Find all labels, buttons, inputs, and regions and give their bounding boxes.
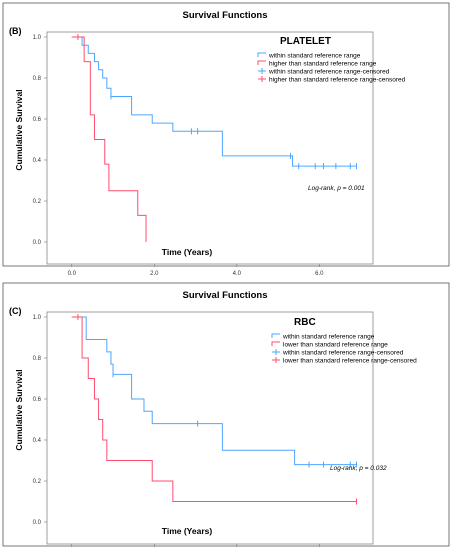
log-rank-annotation: Log-rank, p = 0.032 bbox=[330, 465, 387, 472]
survival-curve-series-2 bbox=[71, 316, 357, 502]
plot-area bbox=[46, 311, 374, 545]
y-tick-label: 0.2 bbox=[33, 199, 42, 205]
y-tick-label: 0.4 bbox=[33, 158, 42, 164]
x-tick-label: 6.0 bbox=[315, 271, 324, 277]
legend-title: PLATELET bbox=[280, 36, 331, 47]
x-tick-label: 0.0 bbox=[68, 271, 77, 277]
y-tick-label: 0.0 bbox=[33, 240, 42, 246]
x-tick-label: 4.0 bbox=[233, 271, 242, 277]
chart-panel-2: Survival Functions(C)0.02.04.06.00.00.20… bbox=[2, 282, 450, 547]
x-axis-label: Time (Years) bbox=[162, 247, 213, 257]
chart-title: Survival Functions bbox=[183, 10, 268, 21]
legend-entry: higher than standard reference range-cen… bbox=[269, 76, 406, 83]
x-tick-label: 2.0 bbox=[150, 271, 159, 277]
panel-label: (B) bbox=[9, 26, 22, 36]
legend-title: RBC bbox=[294, 317, 316, 328]
y-tick-label: 0.8 bbox=[33, 76, 42, 82]
legend-entry: within standard reference range bbox=[268, 52, 361, 59]
legend-swatch bbox=[257, 52, 266, 57]
legend-swatch bbox=[257, 60, 266, 65]
y-tick-label: 0.2 bbox=[33, 479, 42, 485]
chart-panel-1: Survival Functions (B) 0.0 2.0 4.0 6.0 0.0 0.2 0… bbox=[2, 2, 450, 277]
legend-entry: lower than standard reference range-cens… bbox=[283, 357, 417, 364]
log-rank-annotation: Log-rank, p = 0.001 bbox=[308, 185, 365, 192]
y-tick-label: 0.6 bbox=[33, 397, 42, 403]
legend-swatch bbox=[271, 341, 280, 346]
chart-frame bbox=[2, 2, 450, 267]
legend-swatch bbox=[271, 333, 280, 338]
legend-entry: within standard reference range-censored bbox=[282, 349, 404, 356]
plot-area bbox=[46, 31, 374, 265]
y-tick-label: 1.0 bbox=[33, 35, 42, 41]
y-axis-label: Cumulative Survival bbox=[14, 369, 24, 450]
panel-label: (C) bbox=[9, 306, 22, 316]
x-axis-label: Time (Years) bbox=[162, 526, 213, 536]
y-axis-label: Cumulative Survival bbox=[14, 89, 24, 170]
chart-title: Survival Functions bbox=[183, 290, 268, 301]
survival-curve-series-1 bbox=[71, 316, 357, 466]
y-tick-label: 0.4 bbox=[33, 438, 42, 444]
y-tick-label: 1.0 bbox=[33, 315, 42, 321]
y-tick-label: 0.8 bbox=[33, 356, 42, 362]
chart-frame bbox=[2, 282, 450, 547]
legend-entry: within standard reference range-censored bbox=[268, 68, 390, 75]
legend-entry: higher than standard reference range bbox=[269, 60, 377, 67]
survival-curve-series-1 bbox=[71, 36, 357, 167]
y-tick-label: 0.0 bbox=[33, 520, 42, 526]
legend-entry: within standard reference range bbox=[282, 333, 375, 340]
survival-curve-series-2 bbox=[71, 36, 147, 242]
legend-entry: lower than standard reference range bbox=[283, 341, 388, 348]
y-tick-label: 0.6 bbox=[33, 117, 42, 123]
